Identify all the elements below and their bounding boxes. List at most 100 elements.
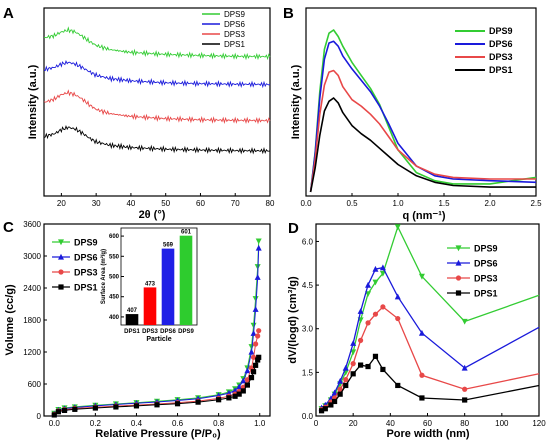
panel-d: D 0 20 40 60 80 100 120 0.0 1.5 3.0 4.5 6.0 Pore wi…	[287, 220, 546, 440]
data-point-dps3	[253, 341, 259, 347]
legend-label-dps1: DPS1	[74, 283, 98, 293]
data-point-dps1	[244, 382, 250, 388]
inset-value-label: 407	[127, 308, 138, 314]
data-point-dps1	[395, 382, 401, 389]
data-point-dps6	[236, 383, 243, 390]
data-point-dps1	[154, 402, 160, 408]
data-point-dps6	[350, 340, 357, 346]
data-point-dps6	[255, 244, 262, 251]
y-tick-label: 1.5	[302, 368, 314, 377]
legend-label-dps6: DPS6	[224, 20, 245, 29]
panel-label-d: D	[288, 220, 299, 237]
x-tick-label: 40	[126, 199, 135, 208]
series-line-dps3	[43, 89, 271, 125]
x-axis-label-d: Pore width (nm)	[386, 428, 469, 440]
data-point-dps6	[250, 330, 257, 336]
data-point-dps1	[248, 375, 255, 381]
x-tick-label: 1.0	[254, 419, 266, 428]
series-line-dps1	[309, 97, 536, 193]
x-tick-label: 40	[386, 419, 395, 428]
inset-value-label: 601	[181, 230, 192, 236]
data-point-dps1	[226, 395, 232, 401]
legend-marker-dps9	[455, 245, 462, 252]
series-line-dps9	[43, 26, 271, 61]
data-point-dps6	[394, 293, 401, 300]
legend-label-dps1: DPS1	[224, 40, 245, 49]
data-point-dps6	[357, 308, 364, 314]
x-tick-label: 0.6	[172, 419, 184, 428]
inset-y-tick-label: 500	[109, 275, 120, 281]
legend-label-dps9: DPS9	[74, 238, 98, 248]
x-tick-label: 60	[196, 199, 205, 208]
legend-label-dps3: DPS3	[224, 30, 245, 39]
legend-label-dps3: DPS3	[474, 274, 498, 284]
y-tick-label: 1200	[23, 348, 41, 357]
x-tick-label: 0.5	[346, 199, 358, 208]
data-point-dps9	[250, 322, 257, 329]
legend-label-dps1: DPS1	[489, 65, 513, 75]
data-point-dps3	[244, 377, 250, 383]
x-tick-label: 0.0	[300, 199, 312, 208]
data-point-dps1	[236, 391, 242, 397]
data-point-dps9	[248, 344, 255, 350]
panel-b: B 0.0 0.5 1.0 1.5 2.0 2.5 q (nm⁻¹) Intensity …	[283, 5, 542, 222]
panel-label-c: C	[3, 219, 14, 236]
inset-category-label: DPS1	[124, 329, 140, 335]
data-point-dps9	[252, 296, 259, 302]
inset-bar-dps6	[161, 248, 175, 325]
data-point-dps1	[337, 391, 343, 397]
inset-x-axis-label: Particle	[146, 336, 171, 343]
data-point-dps1	[331, 398, 338, 405]
data-point-dps9	[350, 349, 357, 356]
inset-category-label: DPS3	[142, 329, 158, 335]
plot-frame-b	[305, 7, 537, 197]
panel-a: A 20 30 40 50 60 70 80 2θ (°) Intensity (a.u.)…	[3, 5, 275, 221]
data-point-dps1	[380, 366, 386, 373]
series-line-dps6	[309, 40, 537, 193]
data-point-dps3	[395, 315, 401, 322]
legend-label-dps3: DPS3	[489, 52, 513, 62]
y-tick-label: 0	[37, 412, 42, 421]
data-point-dps1	[195, 399, 201, 405]
legend-label-dps9: DPS9	[224, 10, 245, 19]
series-line-dps3	[321, 306, 540, 411]
data-point-dps6	[461, 364, 468, 371]
data-point-dps6	[252, 306, 259, 312]
data-point-dps3	[419, 372, 425, 378]
inset-y-tick-label: 600	[109, 234, 120, 240]
data-point-dps1	[419, 395, 425, 401]
x-axis-label-c: Relative Pressure (P/P₀)	[95, 428, 221, 440]
y-tick-label: 6.0	[302, 237, 314, 246]
y-tick-label: 3.0	[302, 325, 314, 334]
data-point-dps1	[174, 401, 181, 407]
data-point-dps1	[343, 382, 349, 389]
series-line-dps1	[43, 125, 271, 155]
inset-y-axis-label: Surface Area (m²/g)	[100, 249, 107, 304]
x-tick-label: 60	[423, 419, 432, 428]
series-line-dps9	[321, 225, 540, 410]
y-axis-label-d: dV/(logd) (cm³/g)	[287, 276, 299, 364]
data-point-dps9	[394, 224, 401, 231]
y-tick-label: 2400	[23, 284, 41, 293]
data-point-dps6	[331, 389, 338, 396]
x-tick-label: 100	[495, 419, 509, 428]
data-point-dps1	[256, 354, 262, 360]
data-point-dps6	[248, 348, 255, 355]
series-line-dps9	[309, 29, 537, 193]
legend-marker-dps9	[58, 239, 64, 246]
x-tick-label: 50	[161, 199, 170, 208]
inset-y-tick-label: 400	[109, 315, 120, 321]
x-tick-label: 2.0	[484, 199, 496, 208]
data-point-dps1	[255, 357, 261, 363]
data-point-dps1	[358, 362, 364, 368]
legend-label-dps6: DPS6	[489, 39, 513, 49]
data-point-dps9	[418, 273, 425, 280]
legend-label-dps9: DPS9	[489, 26, 513, 36]
data-point-dps1	[61, 407, 68, 413]
x-tick-label: 20	[57, 199, 66, 208]
panel-c: C 0.0 0.2 0.4 0.6 0.8 1.0 0 600 1200 1800 2400 3000…	[3, 219, 271, 440]
data-point-dps6	[372, 265, 379, 272]
data-point-dps1	[462, 397, 468, 403]
data-point-dps1	[232, 393, 238, 399]
legend-label-dps6: DPS6	[74, 253, 98, 263]
